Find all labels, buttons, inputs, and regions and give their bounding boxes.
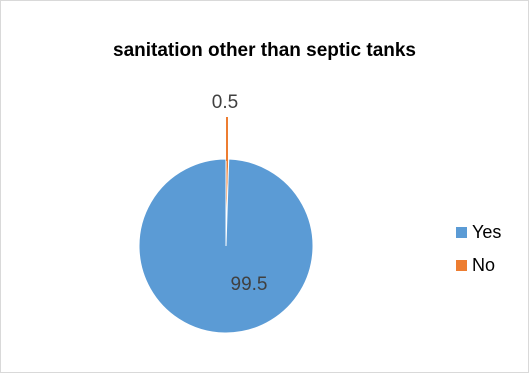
chart-title: sanitation other than septic tanks <box>113 40 416 61</box>
data-label-yes: 99.5 <box>231 274 268 295</box>
legend-label-no: No <box>472 255 496 275</box>
legend-swatch-yes <box>456 227 467 238</box>
legend-label-yes: Yes <box>472 222 502 242</box>
legend: Yes No <box>456 216 501 282</box>
legend-swatch-no <box>456 260 467 271</box>
legend-item-yes: Yes <box>456 216 501 249</box>
pie-slice-yes <box>138 158 314 334</box>
data-label-no: 0.5 <box>212 92 238 113</box>
legend-item-no: No <box>456 249 501 282</box>
